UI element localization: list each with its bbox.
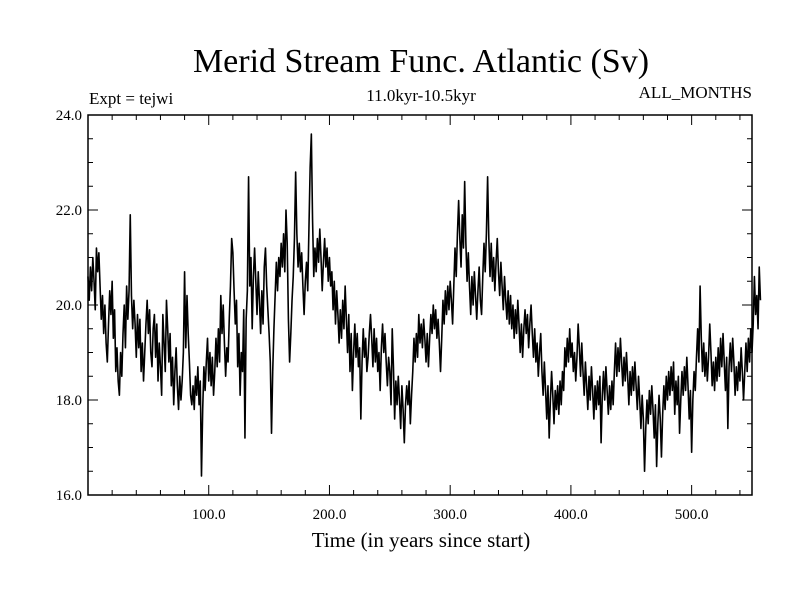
x-tick-label: 100.0 xyxy=(192,507,226,523)
months-label: ALL_MONTHS xyxy=(639,83,752,102)
y-tick-label: 20.0 xyxy=(56,298,82,314)
chart-subtitle: 11.0kyr-10.5kyr xyxy=(366,86,476,105)
x-tick-label: 500.0 xyxy=(675,507,709,523)
y-tick-label: 18.0 xyxy=(56,393,82,409)
y-tick-label: 22.0 xyxy=(56,203,82,219)
x-axis: 100.0 200.0 300.0 400.0 500.0 xyxy=(111,115,741,523)
x-tick-label: 200.0 xyxy=(313,507,347,523)
chart-title: Merid Stream Func. Atlantic (Sv) xyxy=(193,43,649,80)
y-axis: 16.0 18.0 20.0 22.0 24.0 xyxy=(56,108,752,504)
x-tick-label: 400.0 xyxy=(554,507,588,523)
y-tick-label: 16.0 xyxy=(56,488,82,504)
x-axis-label: Time (in years since start) xyxy=(312,528,531,552)
series-line xyxy=(87,133,762,477)
series-layer xyxy=(87,133,762,477)
plot-frame xyxy=(87,114,753,496)
x-tick-label: 300.0 xyxy=(433,507,467,523)
experiment-label: Expt = tejwi xyxy=(89,89,173,108)
y-tick-label: 24.0 xyxy=(56,108,82,124)
